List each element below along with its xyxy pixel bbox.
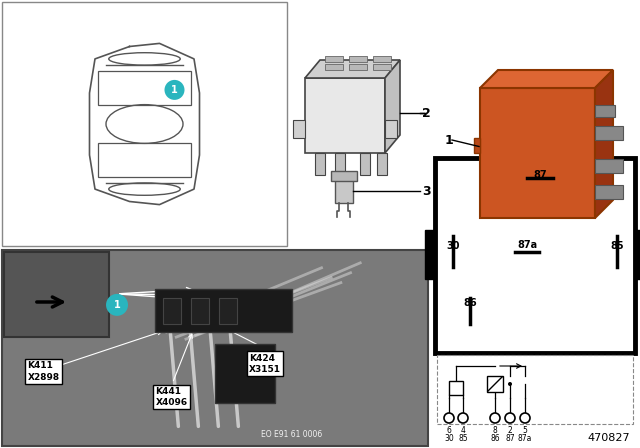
FancyBboxPatch shape bbox=[480, 88, 595, 218]
FancyBboxPatch shape bbox=[595, 126, 623, 140]
FancyBboxPatch shape bbox=[2, 250, 428, 446]
Text: 87: 87 bbox=[505, 434, 515, 443]
FancyBboxPatch shape bbox=[293, 120, 305, 138]
FancyBboxPatch shape bbox=[2, 2, 287, 246]
Text: 1: 1 bbox=[114, 300, 120, 310]
FancyBboxPatch shape bbox=[474, 138, 480, 153]
Circle shape bbox=[444, 413, 454, 423]
FancyBboxPatch shape bbox=[595, 185, 623, 198]
Text: K441
X4096: K441 X4096 bbox=[156, 387, 188, 407]
Text: 85: 85 bbox=[458, 434, 468, 443]
Circle shape bbox=[493, 389, 497, 393]
FancyBboxPatch shape bbox=[437, 355, 633, 424]
Text: 87a: 87a bbox=[517, 240, 537, 250]
FancyBboxPatch shape bbox=[373, 56, 391, 62]
FancyBboxPatch shape bbox=[373, 64, 391, 70]
FancyBboxPatch shape bbox=[325, 56, 343, 62]
FancyBboxPatch shape bbox=[290, 0, 430, 248]
FancyBboxPatch shape bbox=[335, 178, 353, 203]
FancyBboxPatch shape bbox=[349, 64, 367, 70]
FancyBboxPatch shape bbox=[595, 104, 615, 116]
Polygon shape bbox=[385, 60, 400, 153]
FancyBboxPatch shape bbox=[4, 252, 109, 337]
Text: 3: 3 bbox=[422, 185, 431, 198]
FancyBboxPatch shape bbox=[595, 159, 623, 172]
FancyBboxPatch shape bbox=[377, 153, 387, 175]
Circle shape bbox=[508, 382, 512, 386]
FancyBboxPatch shape bbox=[487, 376, 503, 392]
Text: 470827: 470827 bbox=[588, 433, 630, 443]
FancyBboxPatch shape bbox=[331, 171, 357, 181]
Text: 2: 2 bbox=[422, 107, 431, 120]
Circle shape bbox=[164, 80, 184, 100]
Text: 2: 2 bbox=[508, 426, 513, 435]
FancyBboxPatch shape bbox=[156, 289, 292, 332]
Polygon shape bbox=[305, 60, 400, 78]
FancyBboxPatch shape bbox=[215, 344, 275, 403]
FancyBboxPatch shape bbox=[163, 298, 181, 324]
Circle shape bbox=[490, 413, 500, 423]
FancyBboxPatch shape bbox=[385, 120, 397, 138]
Text: K424
X3151: K424 X3151 bbox=[249, 353, 281, 374]
Polygon shape bbox=[480, 70, 613, 88]
FancyBboxPatch shape bbox=[325, 64, 343, 70]
Text: 86: 86 bbox=[463, 298, 477, 308]
FancyBboxPatch shape bbox=[315, 153, 325, 175]
Circle shape bbox=[505, 413, 515, 423]
Text: 8: 8 bbox=[493, 426, 497, 435]
Text: 1: 1 bbox=[171, 85, 178, 95]
FancyBboxPatch shape bbox=[449, 381, 463, 395]
Text: 30: 30 bbox=[446, 241, 460, 251]
Text: 1: 1 bbox=[445, 134, 454, 146]
FancyBboxPatch shape bbox=[349, 56, 367, 62]
Text: 86: 86 bbox=[490, 434, 500, 443]
Text: K411
X2898: K411 X2898 bbox=[28, 362, 60, 382]
Text: 87a: 87a bbox=[518, 434, 532, 443]
Circle shape bbox=[106, 294, 128, 316]
FancyBboxPatch shape bbox=[635, 230, 640, 279]
Text: 5: 5 bbox=[523, 426, 527, 435]
FancyBboxPatch shape bbox=[360, 153, 370, 175]
Text: 30: 30 bbox=[444, 434, 454, 443]
Text: EO E91 61 0006: EO E91 61 0006 bbox=[261, 430, 323, 439]
Polygon shape bbox=[595, 70, 613, 218]
FancyBboxPatch shape bbox=[220, 298, 237, 324]
FancyBboxPatch shape bbox=[335, 153, 345, 175]
Text: 85: 85 bbox=[610, 241, 624, 251]
FancyBboxPatch shape bbox=[425, 230, 435, 279]
FancyBboxPatch shape bbox=[305, 78, 385, 153]
Text: 4: 4 bbox=[461, 426, 465, 435]
FancyBboxPatch shape bbox=[191, 298, 209, 324]
FancyBboxPatch shape bbox=[435, 158, 635, 353]
Circle shape bbox=[520, 413, 530, 423]
Text: 6: 6 bbox=[447, 426, 451, 435]
Text: 87: 87 bbox=[533, 170, 547, 180]
Circle shape bbox=[458, 413, 468, 423]
